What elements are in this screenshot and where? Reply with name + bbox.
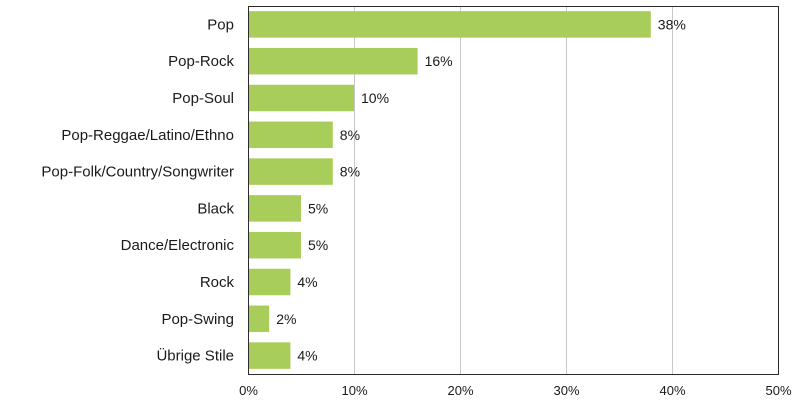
bar — [249, 121, 333, 149]
x-tick-label: 0% — [239, 383, 258, 398]
x-tick-label: 10% — [341, 383, 367, 398]
x-axis-tick-labels: 0% 10% 20% 30% 40% 50% — [239, 383, 792, 398]
x-tick-label: 40% — [659, 383, 685, 398]
bar — [249, 195, 301, 222]
bar — [249, 158, 333, 185]
category-label: Dance/Electronic — [121, 237, 235, 254]
category-label: Pop-Soul — [172, 90, 234, 107]
data-label: 8% — [340, 127, 360, 143]
plot-frame — [248, 6, 779, 375]
x-tick-label: 20% — [447, 383, 473, 398]
category-label: Black — [197, 200, 234, 217]
x-tick-label: 50% — [765, 383, 791, 398]
data-label: 38% — [658, 16, 686, 32]
category-label: Pop-Swing — [161, 311, 234, 328]
category-label: Rock — [200, 274, 235, 291]
data-label: 5% — [308, 237, 328, 253]
data-label: 4% — [297, 348, 317, 364]
data-label: 2% — [276, 311, 296, 327]
bar — [249, 47, 418, 75]
gridlines — [354, 6, 673, 374]
category-labels: Pop Pop-Rock Pop-Soul Pop-Reggae/Latino/Eth… — [41, 16, 234, 364]
data-label: 8% — [340, 164, 360, 180]
bar — [249, 305, 270, 333]
category-label: Pop-Reggae/Latino/Ethno — [61, 127, 234, 144]
data-label: 16% — [425, 53, 453, 69]
category-label: Übrige Stile — [156, 347, 234, 365]
bar — [249, 84, 354, 112]
bar — [249, 268, 291, 296]
category-label: Pop-Rock — [168, 53, 234, 70]
bar — [249, 231, 301, 259]
data-label: 4% — [297, 274, 317, 290]
data-label: 10% — [361, 90, 389, 106]
x-tick-label: 30% — [553, 383, 579, 398]
category-label: Pop-Folk/Country/Songwriter — [41, 164, 234, 181]
data-labels: 38% 16% 10% 8% 8% 5% 5% 4% 2% 4% — [276, 16, 686, 363]
category-label: Pop — [207, 16, 234, 33]
bar — [249, 342, 291, 369]
data-label: 5% — [308, 200, 328, 216]
bar — [249, 11, 651, 38]
bars — [249, 11, 651, 369]
